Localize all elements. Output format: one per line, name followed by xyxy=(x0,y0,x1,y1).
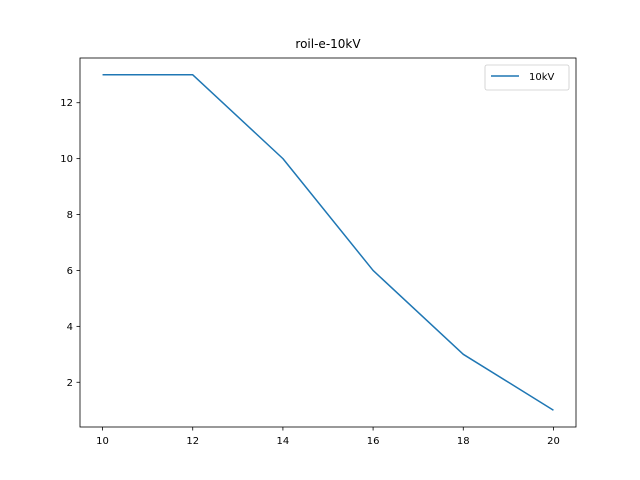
y-tick-label: 2 xyxy=(67,378,73,389)
chart-title: roil-e-10kV xyxy=(295,37,361,51)
x-tick-label: 16 xyxy=(367,436,380,447)
plot-frame xyxy=(79,57,577,428)
y-axis: 2 4 6 8 10 12 xyxy=(60,98,80,389)
series-line-10kv xyxy=(102,74,554,411)
x-axis: 10 12 14 16 18 20 xyxy=(96,427,560,447)
y-tick-label: 12 xyxy=(60,98,73,109)
x-tick-label: 12 xyxy=(186,436,199,447)
x-tick-label: 10 xyxy=(96,436,109,447)
x-tick-label: 18 xyxy=(457,436,470,447)
legend-label-10kv: 10kV xyxy=(529,72,555,83)
series-layer xyxy=(102,74,554,411)
x-tick-label: 14 xyxy=(277,436,290,447)
plot-area xyxy=(80,58,576,427)
x-tick-label: 20 xyxy=(547,436,560,447)
y-tick-label: 4 xyxy=(67,322,73,333)
y-tick-label: 10 xyxy=(60,154,73,165)
y-tick-label: 8 xyxy=(67,210,73,221)
y-tick-label: 6 xyxy=(67,266,73,277)
legend-box xyxy=(484,64,570,91)
legend: 10kV xyxy=(484,64,570,91)
